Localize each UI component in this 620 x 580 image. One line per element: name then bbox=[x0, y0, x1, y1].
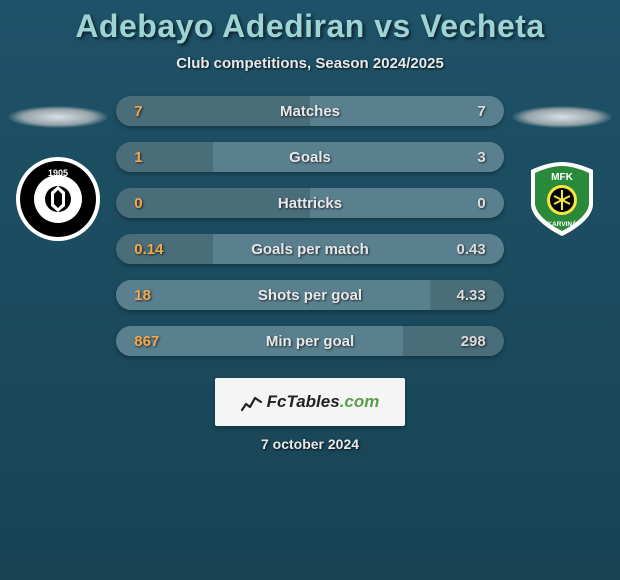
stat-label: Goals bbox=[289, 149, 331, 166]
stat-left-value: 1 bbox=[134, 149, 142, 166]
stat-right-value: 7 bbox=[477, 103, 485, 120]
brand-prefix: Fc bbox=[267, 392, 287, 411]
stat-left-value: 18 bbox=[134, 287, 151, 304]
stat-bar: 867 Min per goal 298 bbox=[116, 326, 504, 356]
logo-bottom-text: KARVINÁ bbox=[547, 219, 577, 228]
player-shadow-left bbox=[8, 106, 108, 128]
club-logo-right: MFK KARVINÁ bbox=[519, 156, 605, 242]
stat-bar: 18 Shots per goal 4.33 bbox=[116, 280, 504, 310]
stat-right-value: 3 bbox=[477, 149, 485, 166]
page-title: Adebayo Adediran vs Vecheta bbox=[0, 8, 620, 45]
stat-left-value: 7 bbox=[134, 103, 142, 120]
stat-bar: 0 Hattricks 0 bbox=[116, 188, 504, 218]
karvina-logo-icon: MFK KARVINÁ bbox=[519, 156, 605, 242]
stat-left-value: 0 bbox=[134, 195, 142, 212]
stat-bar: 7 Matches 7 bbox=[116, 96, 504, 126]
stat-right-value: 0 bbox=[477, 195, 485, 212]
stats-column: 7 Matches 7 1 Goals 3 0 Hattricks 0 0.14 Goals per… bbox=[116, 96, 504, 356]
brand-main: Tables bbox=[286, 392, 339, 411]
left-player-col: 1905 bbox=[0, 96, 116, 242]
stat-right-value: 0.43 bbox=[457, 241, 486, 258]
stat-bar: 1 Goals 3 bbox=[116, 142, 504, 172]
stat-left-value: 0.14 bbox=[134, 241, 163, 258]
player-shadow-right bbox=[512, 106, 612, 128]
stat-label: Min per goal bbox=[266, 333, 354, 350]
club-logo-left: 1905 bbox=[15, 156, 101, 242]
stat-bar: 0.14 Goals per match 0.43 bbox=[116, 234, 504, 264]
comparison-infographic: Adebayo Adediran vs Vecheta Club competi… bbox=[0, 0, 620, 580]
main-row: 1905 7 Matches 7 1 Goals 3 0 Hattricks 0 0.14 Goal… bbox=[0, 96, 620, 356]
logo-top-text: MFK bbox=[551, 172, 573, 183]
stat-right-value: 298 bbox=[461, 333, 486, 350]
footer-date: 7 october 2024 bbox=[0, 436, 620, 452]
subtitle: Club competitions, Season 2024/2025 bbox=[0, 55, 620, 72]
brand-suffix: .com bbox=[340, 392, 380, 411]
logo-year: 1905 bbox=[48, 168, 68, 178]
right-player-col: MFK KARVINÁ bbox=[504, 96, 620, 242]
stat-label: Goals per match bbox=[251, 241, 369, 258]
dynamo-logo-icon: 1905 bbox=[15, 156, 101, 242]
stat-label: Shots per goal bbox=[258, 287, 362, 304]
brand-text: FcTables.com bbox=[267, 392, 380, 412]
stat-label: Hattricks bbox=[278, 195, 342, 212]
brand-box: FcTables.com bbox=[215, 378, 405, 426]
chart-icon bbox=[241, 392, 263, 412]
stat-label: Matches bbox=[280, 103, 340, 120]
stat-left-value: 867 bbox=[134, 333, 159, 350]
stat-right-value: 4.33 bbox=[457, 287, 486, 304]
